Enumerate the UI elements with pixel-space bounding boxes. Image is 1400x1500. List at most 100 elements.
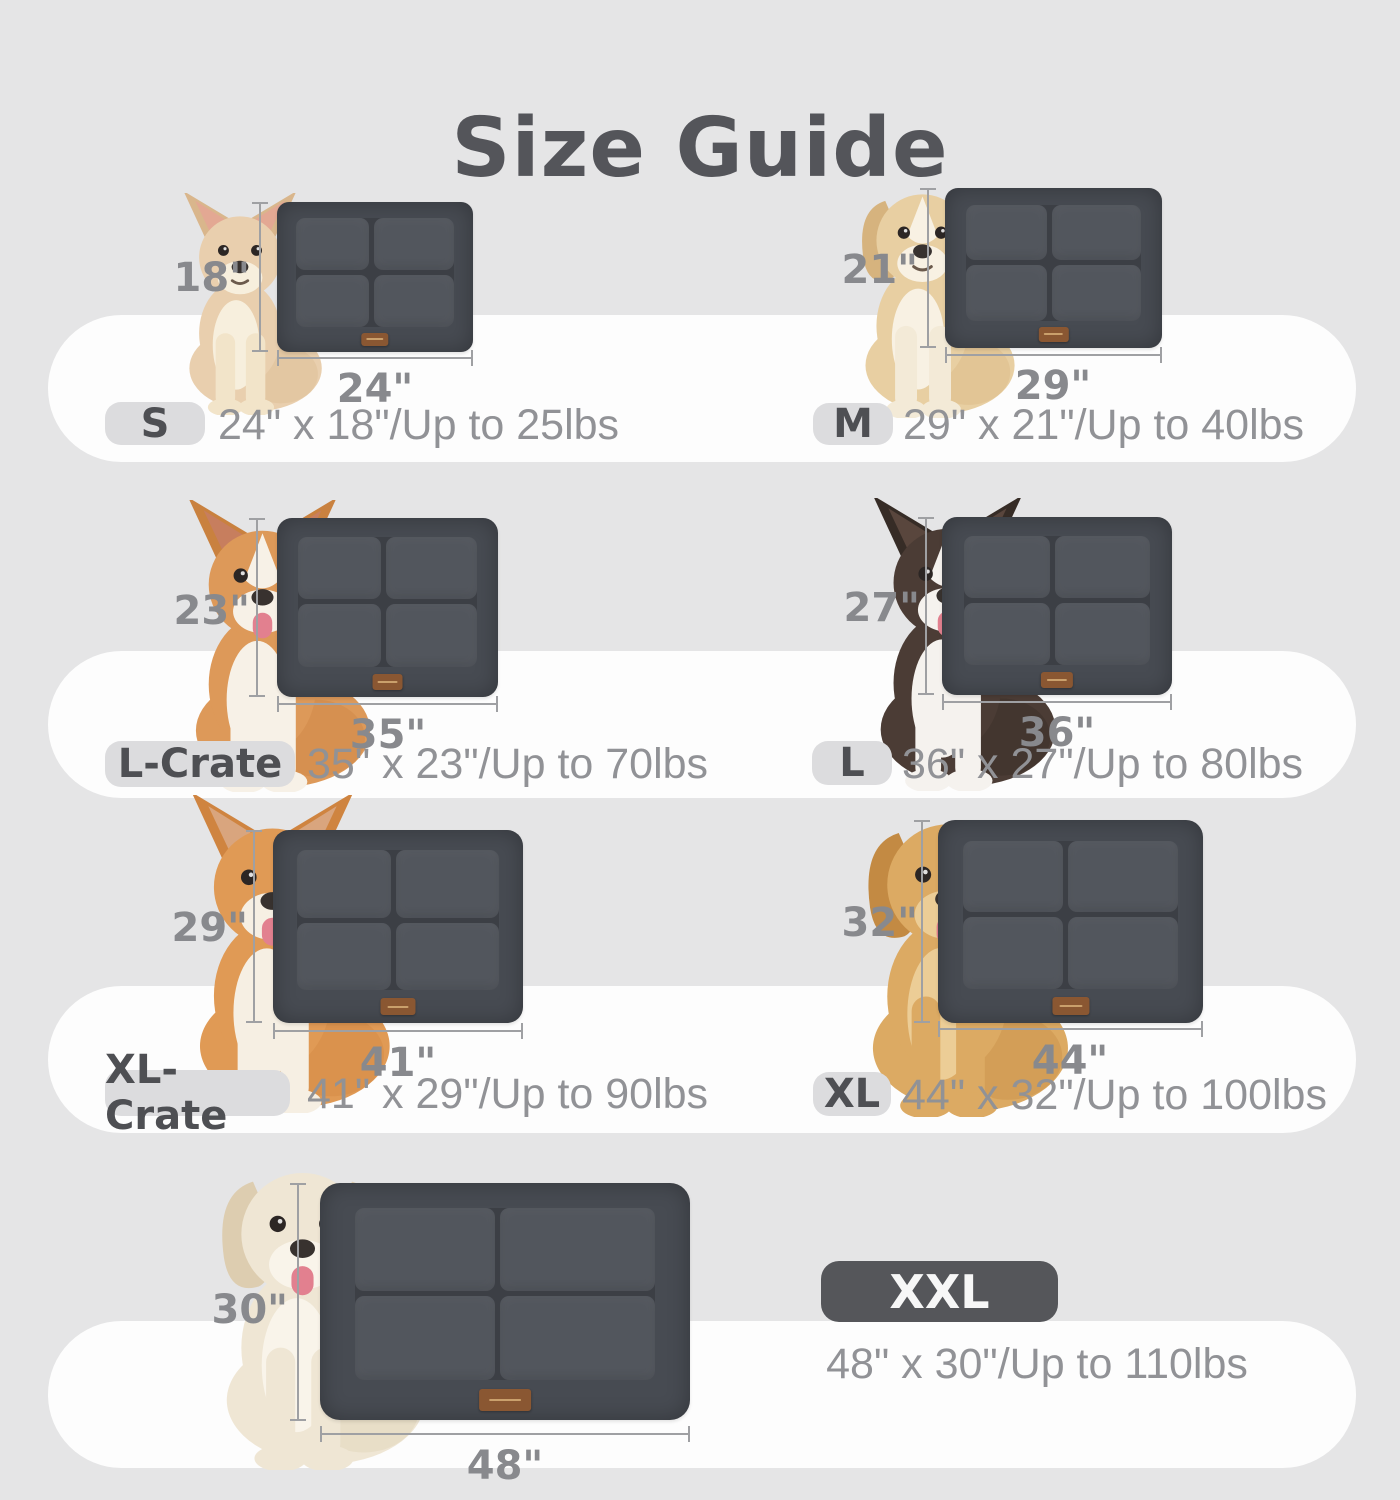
size-spec-l: 36" x 27"/Up to 80lbs <box>902 740 1304 788</box>
size-spec-xl-crate: 41" x 29"/Up to 90lbs <box>307 1070 709 1118</box>
mat-panel <box>1055 535 1151 598</box>
height-dimension-label-xxl: 30" <box>211 1287 288 1333</box>
brand-tag-stitching <box>366 338 384 341</box>
mat-panel <box>963 602 1051 665</box>
mat-panel <box>965 265 1048 321</box>
size-spec-m: 29" x 21"/Up to 40lbs <box>903 401 1305 449</box>
width-dimension-line-l <box>942 694 1172 710</box>
brand-tag-stitching <box>387 1005 409 1008</box>
mat-panel <box>963 841 1063 913</box>
mat-panel <box>1055 602 1151 665</box>
height-dimension-line-xl <box>914 820 930 1023</box>
crate-mat-m <box>945 188 1162 348</box>
size-badge-m: M <box>813 401 893 447</box>
crate-mat-l-crate <box>277 518 498 697</box>
brand-tag-stitching <box>1059 1004 1082 1007</box>
width-dimension-line-xxl <box>320 1426 690 1442</box>
height-dimension-label-xl-crate: 29" <box>171 905 248 951</box>
brand-tag <box>380 997 416 1016</box>
size-spec-xl: 44" x 32"/Up to 100lbs <box>902 1071 1327 1119</box>
brand-tag <box>372 673 403 690</box>
mat-panel <box>296 850 391 918</box>
height-dimension-line-xl-crate <box>246 830 262 1023</box>
width-dimension-label-l: 36" <box>1018 710 1096 756</box>
height-dimension-line-s <box>252 202 268 352</box>
width-dimension-label-xl-crate: 41" <box>359 1040 437 1086</box>
height-dimension-line-m <box>920 188 936 348</box>
mat-panel <box>395 922 500 991</box>
height-dimension-label-m: 21" <box>841 247 918 293</box>
mat-quilted-panels <box>963 535 1151 665</box>
mat-quilted-panels <box>965 204 1142 321</box>
mat-panel <box>963 917 1063 989</box>
size-spec-l-crate: 35" x 23"/Up to 70lbs <box>307 740 709 788</box>
brand-tag <box>1051 996 1090 1015</box>
width-dimension-label-l-crate: 35" <box>349 712 427 758</box>
crate-mat-xl-crate <box>273 830 523 1023</box>
brand-tag <box>1040 671 1074 688</box>
width-dimension-line-l-crate <box>277 696 498 712</box>
mat-quilted-panels <box>296 850 500 991</box>
mat-panel <box>1067 917 1178 989</box>
mat-panel <box>499 1207 655 1292</box>
crate-mat-xxl <box>320 1183 690 1420</box>
mat-panel <box>1067 841 1178 913</box>
size-badge-l: L <box>812 740 892 786</box>
width-dimension-line-m <box>945 347 1162 363</box>
size-badge-xl: XL <box>813 1071 891 1117</box>
width-dimension-line-xl-crate <box>273 1023 523 1039</box>
mat-panel <box>297 604 382 667</box>
width-dimension-line-s <box>277 350 473 366</box>
mat-panel <box>386 604 478 667</box>
brand-tag <box>1038 327 1069 342</box>
size-badge-s: S <box>105 401 205 447</box>
mat-quilted-panels <box>963 841 1178 989</box>
width-dimension-label-xl: 44" <box>1031 1038 1109 1084</box>
crate-mat-s <box>277 202 473 352</box>
page-title: Size Guide <box>451 100 949 196</box>
height-dimension-line-l-crate <box>249 518 265 697</box>
mat-panel <box>374 274 455 327</box>
height-dimension-line-xxl <box>290 1183 306 1421</box>
brand-tag-stitching <box>1047 678 1067 681</box>
brand-tag <box>479 1389 531 1411</box>
mat-panel <box>355 1296 495 1380</box>
mat-panel <box>295 274 370 327</box>
mat-panel <box>386 536 478 600</box>
width-dimension-label-xxl: 48" <box>466 1443 544 1489</box>
mat-quilted-panels <box>355 1207 655 1380</box>
crate-mat-l <box>942 517 1172 695</box>
size-spec-xxl: 48" x 30"/Up to 110lbs <box>826 1340 1248 1388</box>
width-dimension-label-m: 29" <box>1014 363 1092 409</box>
brand-tag-stitching <box>488 1398 522 1401</box>
brand-tag-stitching <box>1044 333 1063 336</box>
mat-panel <box>499 1296 655 1380</box>
mat-panel <box>395 850 500 918</box>
size-badge-l-crate: L-Crate <box>105 741 295 787</box>
height-dimension-label-s: 18" <box>173 255 250 301</box>
brand-tag-stitching <box>377 680 398 683</box>
size-badge-xl-crate: XL-Crate <box>105 1047 290 1139</box>
height-dimension-label-l: 27" <box>843 585 920 631</box>
size-spec-s: 24" x 18"/Up to 25lbs <box>218 401 620 449</box>
mat-panel <box>963 535 1051 598</box>
mat-panel <box>1052 204 1142 261</box>
width-dimension-line-xl <box>938 1021 1203 1037</box>
crate-mat-xl <box>938 820 1203 1023</box>
height-dimension-line-l <box>918 517 934 695</box>
height-dimension-label-xl: 32" <box>841 900 918 946</box>
mat-panel <box>355 1207 495 1292</box>
mat-panel <box>374 217 455 270</box>
mat-quilted-panels <box>295 217 455 327</box>
mat-panel <box>296 922 391 991</box>
mat-quilted-panels <box>297 536 478 667</box>
mat-panel <box>295 217 370 270</box>
size-badge-xxl: XXL <box>821 1261 1058 1322</box>
mat-panel <box>1052 265 1142 321</box>
width-dimension-label-s: 24" <box>336 366 414 412</box>
mat-panel <box>297 536 382 600</box>
height-dimension-label-l-crate: 23" <box>173 588 250 634</box>
brand-tag <box>361 332 389 346</box>
mat-panel <box>965 204 1048 261</box>
